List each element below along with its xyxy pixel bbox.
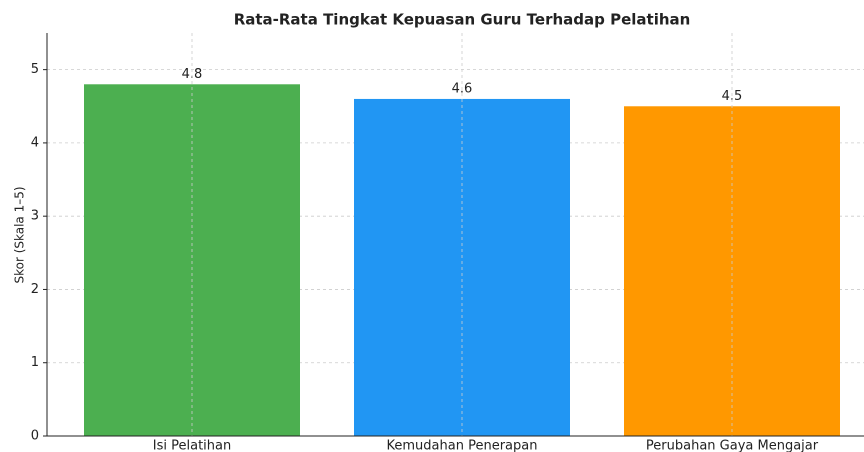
y-tick-label: 1 bbox=[31, 355, 39, 370]
y-tick-label: 0 bbox=[31, 429, 39, 444]
x-tick-label: Kemudahan Penerapan bbox=[387, 439, 538, 452]
y-tick-label: 2 bbox=[31, 282, 39, 297]
x-tick-label: Perubahan Gaya Mengajar bbox=[646, 439, 819, 452]
y-tick-label: 3 bbox=[31, 209, 39, 224]
y-tick-label: 5 bbox=[31, 62, 39, 77]
value-label: 4.8 bbox=[182, 67, 203, 82]
x-tick-label: Isi Pelatihan bbox=[153, 439, 231, 452]
y-tick-label: 4 bbox=[31, 135, 39, 150]
y-axis-label: Skor (Skala 1–5) bbox=[13, 186, 27, 283]
value-label: 4.5 bbox=[722, 89, 743, 104]
chart-title: Rata-Rata Tingkat Kepuasan Guru Terhadap… bbox=[234, 11, 691, 29]
